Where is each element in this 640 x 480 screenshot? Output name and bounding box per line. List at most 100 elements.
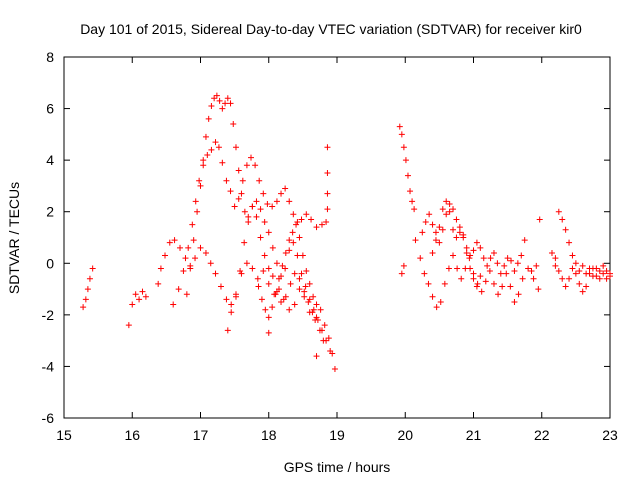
- data-point: [566, 239, 573, 246]
- data-point: [572, 260, 579, 267]
- data-point: [487, 255, 494, 262]
- data-point: [400, 262, 407, 269]
- data-point: [470, 270, 477, 277]
- data-point: [313, 301, 320, 308]
- data-point: [278, 298, 285, 305]
- data-point: [441, 280, 448, 287]
- data-point: [255, 283, 262, 290]
- data-point: [212, 270, 219, 277]
- data-point: [480, 255, 487, 262]
- data-point: [454, 265, 461, 272]
- series-seg-e: [183, 92, 334, 354]
- data-point: [519, 275, 526, 282]
- y-tick-label: 2: [46, 204, 54, 220]
- data-point: [261, 252, 268, 259]
- data-point: [279, 262, 286, 269]
- data-point: [175, 286, 182, 293]
- data-point: [282, 293, 289, 300]
- series-seg-k: [419, 200, 543, 277]
- data-point: [239, 177, 246, 184]
- data-point: [155, 280, 162, 287]
- data-point: [190, 237, 197, 244]
- data-point: [320, 337, 327, 344]
- data-point: [136, 296, 143, 303]
- data-point: [515, 291, 522, 298]
- data-point: [187, 265, 194, 272]
- data-point: [426, 211, 433, 218]
- data-point: [253, 213, 260, 220]
- data-point: [603, 268, 610, 275]
- data-point: [559, 216, 566, 223]
- data-point: [269, 244, 276, 251]
- series-seg-h: [224, 144, 331, 360]
- data-point: [497, 270, 504, 277]
- y-tick-label: 8: [46, 49, 54, 65]
- axis-ticks: 15 16 17 18 19 20 21 22 23 -6 -4 -2 0 2 4 6 8: [42, 49, 618, 443]
- data-point: [273, 198, 280, 205]
- data-point: [453, 216, 460, 223]
- data-point: [224, 95, 231, 102]
- data-point: [248, 154, 255, 161]
- data-point: [80, 304, 87, 311]
- data-point: [466, 255, 473, 262]
- data-point: [249, 265, 256, 272]
- data-point: [265, 329, 272, 336]
- data-point: [470, 247, 477, 254]
- data-point: [501, 262, 508, 269]
- data-point: [289, 229, 296, 236]
- data-point: [305, 298, 312, 305]
- data-point: [419, 229, 426, 236]
- data-point: [219, 105, 226, 112]
- data-point: [200, 162, 207, 169]
- data-point: [503, 270, 510, 277]
- data-point: [559, 275, 566, 282]
- data-point: [257, 206, 264, 213]
- data-point: [182, 255, 189, 262]
- data-point: [467, 265, 474, 272]
- data-point: [296, 286, 303, 293]
- data-point: [177, 244, 184, 251]
- data-point: [313, 314, 320, 321]
- data-point: [125, 322, 132, 329]
- data-point: [511, 298, 518, 305]
- data-point: [321, 322, 328, 329]
- data-point: [286, 247, 293, 254]
- data-point: [600, 270, 607, 277]
- data-point: [254, 275, 261, 282]
- data-point: [228, 301, 235, 308]
- data-point: [301, 288, 308, 295]
- data-point: [331, 366, 338, 373]
- data-point: [313, 224, 320, 231]
- data-point: [402, 157, 409, 164]
- data-point: [194, 208, 201, 215]
- data-point: [224, 327, 231, 334]
- data-point: [450, 252, 457, 259]
- data-point: [196, 177, 203, 184]
- data-point: [421, 270, 428, 277]
- data-point: [211, 95, 218, 102]
- data-point: [216, 97, 223, 104]
- data-point: [308, 216, 315, 223]
- data-point: [579, 288, 586, 295]
- data-point: [299, 252, 306, 259]
- data-point: [286, 198, 293, 205]
- data-point: [243, 162, 250, 169]
- data-point: [552, 262, 559, 269]
- data-point: [486, 268, 493, 275]
- data-point: [552, 255, 559, 262]
- x-tick-label: 17: [193, 427, 209, 443]
- data-point: [217, 283, 224, 290]
- data-point: [473, 283, 480, 290]
- data-point: [409, 198, 416, 205]
- y-tick-label: 0: [46, 255, 54, 271]
- x-tick-label: 22: [534, 427, 550, 443]
- data-point: [429, 221, 436, 228]
- data-point: [238, 270, 245, 277]
- y-axis-label: SDTVAR / TECUs: [6, 182, 22, 294]
- data-point: [197, 244, 204, 251]
- data-point: [202, 133, 209, 140]
- data-point: [583, 270, 590, 277]
- data-point: [398, 270, 405, 277]
- data-point: [301, 293, 308, 300]
- data-point: [291, 270, 298, 277]
